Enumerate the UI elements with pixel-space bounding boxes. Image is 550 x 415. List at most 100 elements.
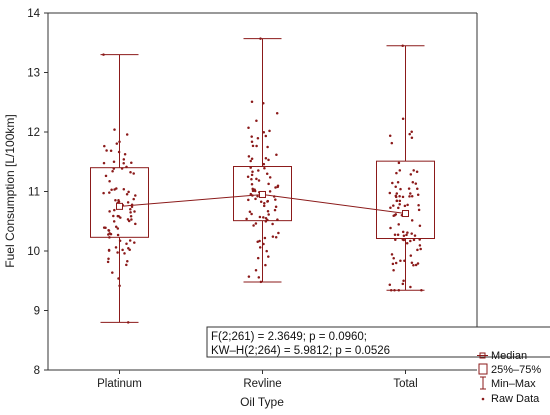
- legend-rawdata-symbol: [481, 397, 485, 401]
- raw-data-point: [402, 234, 406, 237]
- raw-data-point: [125, 165, 128, 169]
- raw-data-point: [403, 204, 407, 208]
- raw-data-point: [247, 198, 250, 202]
- raw-data-point: [130, 218, 133, 221]
- raw-data-point: [418, 244, 422, 247]
- raw-data-point: [112, 160, 116, 163]
- raw-data-point: [255, 144, 258, 148]
- raw-data-point: [418, 238, 421, 241]
- raw-data-point: [409, 285, 412, 289]
- raw-data-point: [254, 197, 257, 201]
- median-marker: [116, 202, 123, 210]
- raw-data-point: [410, 219, 414, 222]
- raw-data-point: [415, 170, 419, 174]
- raw-data-point: [117, 215, 120, 218]
- raw-data-point: [393, 233, 397, 236]
- raw-data-point: [401, 195, 405, 199]
- raw-data-point: [248, 210, 252, 213]
- raw-data-point: [410, 136, 414, 139]
- raw-data-point: [392, 269, 395, 272]
- raw-data-point: [108, 210, 111, 213]
- stats-line-2: KW–H(2;264) = 5.9812; p = 0.0526: [211, 345, 390, 357]
- x-tick-label: Revline: [243, 378, 281, 390]
- raw-data-point: [123, 252, 126, 255]
- raw-data-point: [113, 188, 116, 191]
- raw-data-point: [116, 233, 120, 237]
- raw-data-point: [256, 195, 259, 198]
- raw-data-point: [276, 184, 280, 187]
- raw-data-point: [419, 247, 422, 251]
- legend-minmax-label: Min–Max: [491, 378, 536, 390]
- raw-data-point: [388, 134, 392, 138]
- raw-data-point: [113, 208, 116, 212]
- raw-data-point: [266, 218, 269, 222]
- raw-data-point: [410, 130, 413, 133]
- raw-data-point: [391, 181, 394, 185]
- raw-data-point: [411, 180, 415, 184]
- raw-data-point: [259, 37, 262, 40]
- raw-data-point: [112, 220, 116, 223]
- raw-data-point: [398, 195, 401, 198]
- x-tick-label: Total: [393, 378, 417, 390]
- y-tick-label: 12: [27, 127, 40, 139]
- raw-data-point: [258, 246, 262, 249]
- raw-data-point: [410, 232, 413, 235]
- raw-data-point: [393, 289, 396, 292]
- raw-data-point: [133, 241, 136, 244]
- raw-data-point: [250, 212, 253, 216]
- raw-data-point: [129, 171, 132, 174]
- raw-data-point: [258, 215, 262, 219]
- raw-data-point: [247, 126, 250, 130]
- raw-data-point: [117, 198, 120, 202]
- raw-data-point: [256, 240, 259, 243]
- raw-data-point: [262, 162, 266, 166]
- raw-data-point: [405, 241, 409, 245]
- raw-data-point: [397, 206, 400, 210]
- raw-data-point: [255, 177, 258, 181]
- raw-data-point: [276, 218, 279, 221]
- raw-data-point: [105, 149, 108, 152]
- raw-data-point: [263, 202, 266, 205]
- raw-data-point: [125, 192, 129, 196]
- raw-data-point: [245, 217, 248, 221]
- raw-data-point: [389, 226, 392, 230]
- y-tick-label: 8: [34, 365, 40, 377]
- raw-data-point: [395, 192, 399, 195]
- raw-data-point: [398, 202, 401, 206]
- raw-data-point: [416, 193, 420, 197]
- raw-data-point: [408, 195, 411, 198]
- raw-data-point: [125, 242, 128, 245]
- raw-data-point: [133, 210, 136, 213]
- raw-data-point: [108, 236, 111, 239]
- raw-data-point: [103, 144, 106, 148]
- raw-data-point: [402, 238, 406, 242]
- raw-data-point: [122, 158, 126, 161]
- raw-data-point: [413, 234, 417, 237]
- raw-data-point: [257, 169, 260, 172]
- raw-data-point: [406, 231, 409, 234]
- raw-data-point: [111, 271, 114, 274]
- raw-data-point: [250, 140, 254, 143]
- raw-data-point: [108, 180, 111, 183]
- x-axis-ticks: Platinum Revline Total: [97, 370, 418, 390]
- raw-data-point: [409, 192, 412, 195]
- raw-data-point: [125, 263, 128, 267]
- raw-data-point: [249, 159, 252, 163]
- raw-data-point: [395, 171, 398, 175]
- raw-data-point: [417, 208, 421, 212]
- raw-data-point: [259, 280, 263, 284]
- raw-data-point: [408, 132, 411, 136]
- raw-data-point: [393, 214, 396, 217]
- raw-data-point: [107, 229, 110, 232]
- raw-data-point: [107, 257, 110, 260]
- raw-data-point: [264, 134, 268, 138]
- raw-data-point: [118, 239, 122, 243]
- raw-data-point: [394, 185, 397, 188]
- raw-data-point: [130, 161, 133, 164]
- raw-data-point: [418, 224, 422, 228]
- raw-data-point: [130, 205, 134, 209]
- raw-data-point: [263, 166, 266, 170]
- raw-data-point: [122, 161, 125, 165]
- raw-data-point: [106, 260, 110, 264]
